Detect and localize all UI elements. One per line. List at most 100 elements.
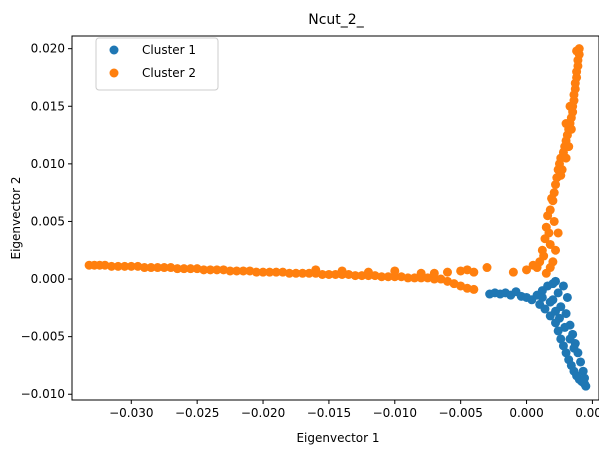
data-point-cluster-2 — [331, 269, 340, 279]
data-point-cluster-2 — [232, 266, 242, 276]
data-point-cluster-1 — [558, 281, 568, 291]
data-point-cluster-1 — [580, 373, 590, 383]
data-point-cluster-1 — [561, 348, 571, 358]
data-point-cluster-2 — [271, 267, 281, 277]
data-point-cluster-2 — [532, 263, 542, 273]
data-point-cluster-2 — [416, 268, 426, 278]
data-point-cluster-2 — [212, 265, 222, 275]
y-tick-label: 0.015 — [31, 99, 65, 113]
data-point-cluster-1 — [562, 292, 572, 302]
data-point-cluster-2 — [258, 267, 268, 277]
data-point-cluster-2 — [442, 267, 452, 277]
data-point-cluster-2 — [553, 228, 563, 238]
data-point-cluster-2 — [572, 46, 582, 56]
data-point-cluster-2 — [311, 265, 321, 275]
data-points — [84, 44, 591, 391]
data-point-cluster-2 — [551, 245, 561, 255]
y-axis-label: Eigenvector 2 — [9, 176, 23, 259]
y-tick-label: −0.005 — [21, 330, 65, 344]
data-point-cluster-2 — [199, 265, 209, 275]
data-point-cluster-2 — [265, 267, 275, 277]
data-point-cluster-1 — [576, 357, 586, 367]
data-point-cluster-1 — [558, 341, 568, 351]
data-point-cluster-1 — [554, 313, 564, 323]
x-axis-label: Eigenvector 1 — [296, 431, 379, 445]
data-point-cluster-1 — [537, 292, 547, 302]
y-tick-label: 0.000 — [31, 272, 65, 286]
data-point-cluster-2 — [482, 263, 492, 273]
data-point-cluster-1 — [581, 381, 591, 391]
data-point-cluster-2 — [469, 284, 479, 294]
legend-marker-cluster-1 — [109, 45, 119, 55]
data-point-cluster-2 — [403, 273, 413, 283]
data-point-cluster-2 — [317, 269, 327, 279]
data-point-cluster-2 — [357, 271, 367, 281]
data-point-cluster-1 — [569, 343, 579, 353]
data-point-cluster-2 — [225, 266, 235, 276]
data-point-cluster-2 — [238, 266, 248, 276]
legend-box — [95, 37, 219, 91]
legend-marker-cluster-2 — [109, 68, 119, 78]
data-point-cluster-2 — [337, 266, 347, 276]
x-axis-ticks: −0.030 −0.025 −0.020 −0.015 −0.010 −0.005 0.00… — [109, 400, 599, 420]
data-point-cluster-2 — [564, 142, 574, 152]
data-point-cluster-2 — [561, 119, 571, 129]
data-point-cluster-1 — [540, 304, 550, 314]
data-point-cluster-1 — [553, 288, 563, 298]
data-point-cluster-2 — [324, 269, 334, 279]
data-point-cluster-2 — [551, 180, 561, 190]
data-point-cluster-2 — [549, 216, 559, 226]
x-tick-label: −0.005 — [438, 406, 482, 420]
data-point-cluster-2 — [561, 153, 571, 163]
data-point-cluster-2 — [113, 261, 123, 271]
data-point-cluster-2 — [179, 264, 189, 274]
data-point-cluster-1 — [561, 309, 571, 319]
data-point-cluster-2 — [377, 272, 387, 282]
y-tick-label: −0.010 — [21, 387, 65, 401]
x-tick-label: −0.015 — [307, 406, 351, 420]
data-point-cluster-2 — [139, 263, 149, 273]
data-point-cluster-1 — [556, 334, 566, 344]
data-point-cluster-2 — [566, 124, 576, 134]
chart-title: Ncut_2_ — [308, 12, 364, 28]
data-point-cluster-1 — [551, 306, 561, 316]
y-tick-label: 0.010 — [31, 157, 65, 171]
data-point-cluster-2 — [390, 266, 400, 276]
x-tick-label: −0.020 — [241, 406, 285, 420]
data-point-cluster-2 — [159, 263, 169, 273]
data-point-cluster-2 — [120, 261, 130, 271]
x-tick-label: −0.010 — [373, 406, 417, 420]
data-point-cluster-2 — [545, 239, 555, 249]
plot-frame — [71, 35, 599, 401]
data-point-cluster-2 — [126, 261, 136, 271]
data-point-cluster-2 — [186, 264, 196, 274]
x-tick-label: −0.025 — [175, 406, 219, 420]
data-point-cluster-2 — [298, 268, 308, 278]
data-point-cluster-2 — [545, 205, 555, 215]
data-point-cluster-1 — [565, 334, 575, 344]
data-point-cluster-2 — [172, 264, 182, 274]
data-point-cluster-1 — [551, 276, 561, 286]
x-tick-label: −0.030 — [109, 406, 153, 420]
data-point-cluster-2 — [547, 193, 557, 203]
data-point-cluster-2 — [251, 267, 261, 277]
data-point-cluster-2 — [153, 263, 163, 273]
data-point-cluster-2 — [557, 165, 567, 175]
data-point-cluster-1 — [560, 322, 570, 332]
data-point-cluster-2 — [291, 268, 301, 278]
y-axis-ticks: −0.010 −0.005 0.000 0.005 0.010 0.015 0.020 — [21, 42, 72, 401]
data-point-cluster-1 — [578, 366, 588, 376]
data-point-cluster-2 — [383, 272, 393, 282]
data-point-cluster-2 — [410, 273, 420, 283]
data-point-cluster-2 — [508, 267, 518, 277]
data-point-cluster-2 — [363, 267, 373, 277]
legend-label-cluster-1: Cluster 1 — [142, 43, 196, 57]
x-tick-label: 0.005 — [575, 406, 599, 420]
data-point-cluster-2 — [522, 265, 532, 275]
data-point-cluster-1 — [545, 297, 555, 307]
data-point-cluster-2 — [545, 263, 555, 273]
data-point-cluster-2 — [539, 251, 549, 261]
data-point-cluster-2 — [284, 268, 294, 278]
